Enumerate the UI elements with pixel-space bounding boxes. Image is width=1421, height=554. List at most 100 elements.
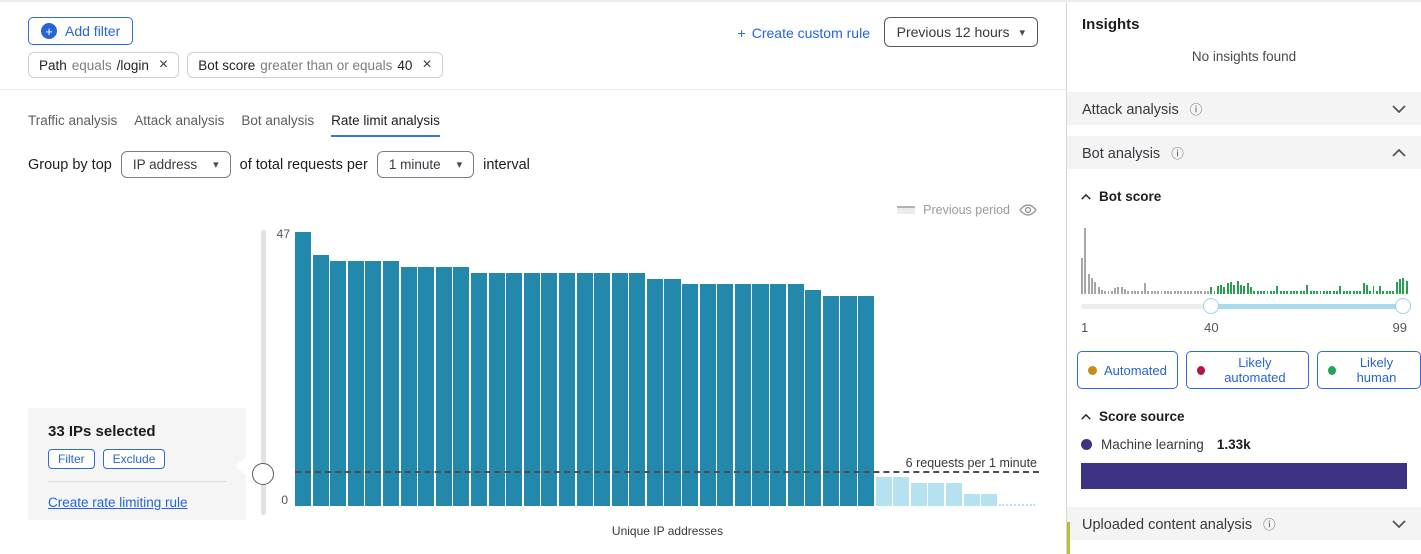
histogram-bar bbox=[1276, 286, 1279, 294]
histogram-bar bbox=[1090, 278, 1093, 294]
bar-unselected[interactable] bbox=[893, 476, 910, 506]
bar-selected[interactable] bbox=[400, 266, 417, 506]
section-uploaded-content-analysis[interactable]: Uploaded content analysis ⓘ bbox=[1067, 507, 1421, 540]
histogram-bar bbox=[1312, 291, 1315, 294]
range-handle-max[interactable] bbox=[1395, 298, 1411, 314]
threshold-slider-handle[interactable] bbox=[252, 463, 274, 485]
bar-selected[interactable] bbox=[682, 284, 699, 506]
bar-selected[interactable] bbox=[453, 266, 470, 506]
bar-unselected[interactable] bbox=[875, 476, 892, 506]
bar-selected[interactable] bbox=[734, 284, 751, 506]
histogram-bar bbox=[1180, 291, 1183, 294]
bar-selected[interactable] bbox=[558, 272, 575, 506]
badge-likely-human[interactable]: Likely human bbox=[1317, 351, 1421, 389]
bar-selected[interactable] bbox=[717, 284, 734, 506]
bar-selected[interactable] bbox=[523, 272, 540, 506]
info-icon[interactable]: ⓘ bbox=[1171, 147, 1184, 161]
tab-rate-limit-analysis[interactable]: Rate limit analysis bbox=[331, 113, 440, 137]
chevron-up-icon bbox=[1081, 193, 1091, 200]
badge-automated[interactable]: Automated bbox=[1077, 351, 1178, 389]
filter-chip[interactable]: Bot score greater than or equals 40 × bbox=[187, 52, 443, 78]
close-icon[interactable]: × bbox=[158, 56, 169, 73]
badge-likely-automated[interactable]: Likely automated bbox=[1185, 351, 1310, 389]
histogram-bar bbox=[1233, 284, 1236, 294]
bar-selected[interactable] bbox=[858, 296, 875, 506]
range-active-track[interactable] bbox=[1211, 304, 1407, 309]
score-source-header[interactable]: Score source bbox=[1081, 409, 1421, 424]
histogram-bar bbox=[1302, 291, 1305, 294]
create-rate-limiting-rule-link[interactable]: Create rate limiting rule bbox=[48, 495, 188, 510]
bar-selected[interactable] bbox=[382, 261, 400, 506]
bar-unselected[interactable] bbox=[928, 482, 945, 506]
histogram-bar bbox=[1163, 291, 1166, 294]
uploaded-content-analysis-label: Uploaded content analysis bbox=[1082, 517, 1253, 533]
bar-selected[interactable] bbox=[435, 266, 452, 506]
bar-selected[interactable] bbox=[312, 255, 329, 506]
eye-icon[interactable] bbox=[1018, 203, 1038, 217]
histogram-bar bbox=[1173, 291, 1176, 294]
bar-selected[interactable] bbox=[629, 272, 646, 506]
bar-selected[interactable] bbox=[699, 284, 716, 506]
bar-selected[interactable] bbox=[506, 272, 523, 506]
histogram-bar bbox=[1256, 291, 1259, 294]
info-icon[interactable]: ⓘ bbox=[1263, 518, 1276, 532]
threshold-slider-track[interactable] bbox=[261, 230, 266, 515]
bar-unselected[interactable] bbox=[963, 494, 980, 506]
section-bot-analysis[interactable]: Bot analysis ⓘ bbox=[1067, 136, 1421, 169]
filter-button[interactable]: Filter bbox=[48, 449, 95, 469]
bar-selected[interactable] bbox=[541, 272, 558, 506]
close-icon[interactable]: × bbox=[422, 56, 432, 73]
score-source-title: Score source bbox=[1099, 409, 1185, 424]
histogram-bar bbox=[1399, 279, 1401, 294]
tab-attack-analysis[interactable]: Attack analysis bbox=[134, 113, 225, 128]
rate-limit-chart: Previous period 47 0 6 requests per 1 mi… bbox=[0, 190, 1066, 546]
bar-selected[interactable] bbox=[330, 261, 347, 506]
bar-selected[interactable] bbox=[646, 278, 663, 506]
create-custom-rule-link[interactable]: + Create custom rule bbox=[738, 25, 870, 41]
bot-score-range-slider[interactable] bbox=[1081, 296, 1411, 316]
exclude-button[interactable]: Exclude bbox=[102, 449, 166, 469]
bar-selected[interactable] bbox=[611, 272, 628, 506]
bar-selected[interactable] bbox=[805, 290, 822, 506]
bar-selected[interactable] bbox=[347, 261, 364, 506]
histogram-bar bbox=[1094, 282, 1097, 294]
bar-unselected[interactable] bbox=[981, 494, 998, 506]
score-source-bar[interactable] bbox=[1081, 463, 1407, 489]
bar-selected[interactable] bbox=[576, 272, 593, 506]
bot-score-histogram[interactable] bbox=[1081, 228, 1408, 294]
bar-unselected[interactable] bbox=[910, 482, 927, 506]
histogram-bar bbox=[1117, 286, 1120, 294]
bar-unselected[interactable] bbox=[945, 482, 963, 506]
add-filter-button[interactable]: + Add filter bbox=[28, 17, 134, 45]
bar-selected[interactable] bbox=[418, 266, 435, 506]
bar-selected[interactable] bbox=[787, 284, 804, 506]
time-range-dropdown[interactable]: Previous 12 hours ▾ bbox=[883, 17, 1038, 47]
bar-selected[interactable] bbox=[594, 272, 611, 506]
bar-selected[interactable] bbox=[840, 296, 857, 506]
filter-chip[interactable]: Path equals/login × bbox=[28, 52, 180, 78]
interval-select[interactable]: 1 minute ▾ bbox=[376, 151, 475, 178]
bar-selected[interactable] bbox=[822, 296, 839, 506]
histogram-bar bbox=[1362, 283, 1365, 294]
section-attack-analysis[interactable]: Attack analysis ⓘ bbox=[1067, 92, 1421, 125]
bar-selected[interactable] bbox=[470, 272, 488, 506]
histogram-bar bbox=[1150, 291, 1153, 294]
bot-score-header[interactable]: Bot score bbox=[1081, 189, 1421, 204]
chevron-down-icon: ▾ bbox=[213, 159, 219, 171]
tab-traffic-analysis[interactable]: Traffic analysis bbox=[28, 113, 118, 128]
bar-selected[interactable] bbox=[488, 272, 505, 506]
bar-selected[interactable] bbox=[770, 284, 787, 506]
previous-period-label: Previous period bbox=[923, 203, 1010, 217]
badge-label: Likely automated bbox=[1224, 355, 1286, 385]
range-handle-min[interactable] bbox=[1203, 298, 1220, 314]
group-by-value: IP address bbox=[132, 157, 198, 172]
group-by-select[interactable]: IP address ▾ bbox=[120, 151, 231, 178]
bar-selected[interactable] bbox=[664, 278, 681, 506]
bar-selected[interactable] bbox=[295, 232, 312, 506]
bar-selected[interactable] bbox=[752, 284, 769, 506]
info-icon[interactable]: ⓘ bbox=[1189, 103, 1203, 117]
y-axis-max-label: 47 bbox=[276, 227, 290, 241]
histogram-bar bbox=[1352, 291, 1355, 294]
tab-bot-analysis[interactable]: Bot analysis bbox=[241, 113, 315, 128]
bar-selected[interactable] bbox=[365, 261, 382, 506]
